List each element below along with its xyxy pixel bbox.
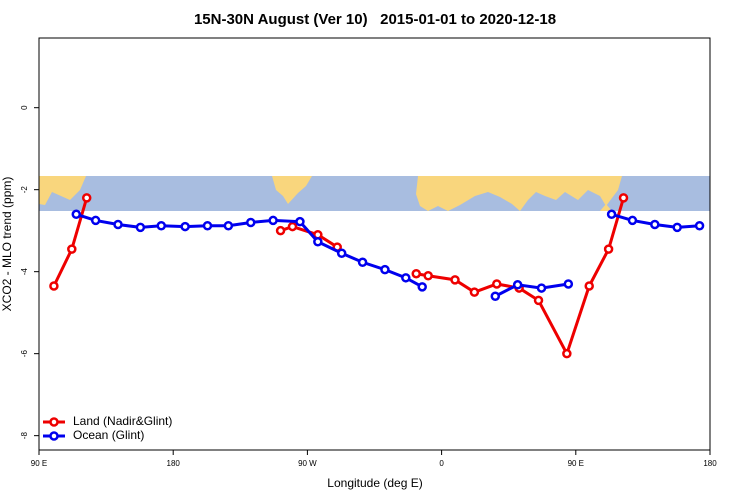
data-point	[81, 193, 92, 203]
data-point	[563, 279, 574, 289]
legend-label: Ocean (Glint)	[73, 428, 144, 442]
data-point	[606, 209, 617, 220]
data-point	[584, 281, 594, 291]
legend-label: Land (Nadir&Glint)	[73, 414, 172, 428]
data-point	[618, 193, 629, 203]
data-point	[650, 219, 660, 230]
data-point	[492, 279, 502, 289]
data-point	[469, 287, 480, 297]
data-point	[536, 283, 547, 293]
data-point	[401, 273, 411, 283]
data-point	[113, 219, 123, 230]
data-point	[380, 264, 390, 275]
data-point	[423, 271, 433, 281]
y-tick-label: -2	[20, 186, 29, 194]
data-point	[450, 275, 460, 285]
y-tick-label: -6	[20, 350, 29, 358]
data-point	[562, 348, 572, 359]
data-point	[223, 221, 234, 231]
x-axis-label: Longitude (deg E)	[327, 476, 422, 490]
series-line	[52, 197, 625, 358]
y-axis-label: XCO2 - MLO trend (ppm)	[0, 177, 14, 312]
y-tick-label: -4	[20, 268, 29, 276]
y-tick-label: 0	[20, 105, 29, 110]
chart-title: 15N-30N August (Ver 10) 2015-01-01 to 20…	[194, 11, 556, 28]
map-strip	[39, 176, 710, 211]
data-point	[417, 282, 427, 292]
x-tick-label: 90 E	[568, 459, 584, 468]
x-tick-label: 180	[703, 459, 717, 468]
legend-marker	[49, 431, 59, 441]
data-point	[313, 236, 323, 247]
x-tick-label: 90 W	[298, 459, 317, 468]
data-point	[411, 268, 422, 279]
plot-frame	[38, 37, 711, 451]
data-point	[180, 221, 190, 232]
data-point	[603, 244, 614, 254]
data-point	[202, 221, 213, 231]
x-tick-label: 180	[167, 459, 181, 468]
data-point	[533, 295, 544, 306]
data-point	[490, 291, 501, 302]
data-point	[71, 209, 82, 220]
data-point	[67, 244, 77, 254]
data-point	[268, 215, 278, 226]
data-point	[287, 221, 298, 232]
x-tick-label: 0	[439, 459, 444, 468]
data-point	[694, 221, 705, 231]
data-point	[336, 248, 347, 258]
data-point	[156, 221, 167, 231]
data-point	[245, 217, 256, 228]
data-point	[275, 225, 286, 236]
data-point	[512, 280, 523, 290]
legend-marker	[49, 417, 59, 427]
data-point	[357, 257, 368, 267]
x-tick-label: 90 E	[31, 459, 47, 468]
data-point	[90, 215, 101, 226]
data-point	[295, 216, 305, 227]
data-point	[135, 222, 146, 233]
data-point	[49, 281, 59, 291]
data-point	[672, 222, 682, 233]
data-point	[627, 215, 638, 226]
y-tick-label: -8	[20, 432, 29, 440]
